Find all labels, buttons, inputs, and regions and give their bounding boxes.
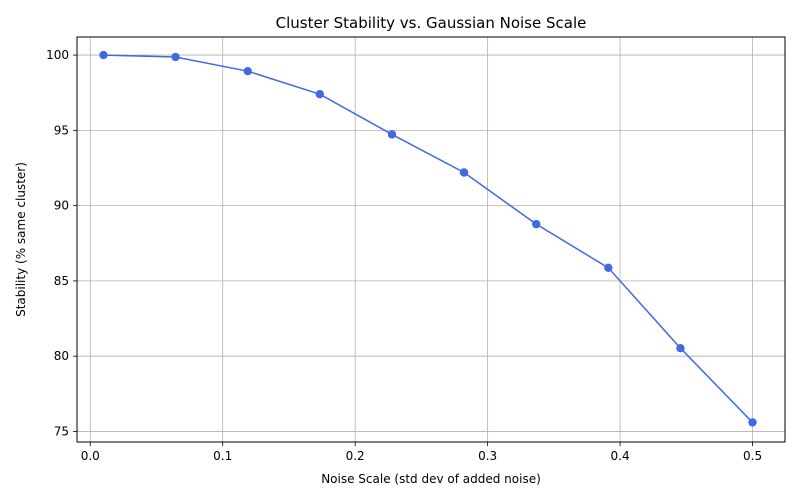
y-tick-label: 80 <box>54 349 69 363</box>
chart-title: Cluster Stability vs. Gaussian Noise Sca… <box>276 14 587 32</box>
x-tick-label: 0.0 <box>81 449 100 463</box>
data-point <box>532 219 541 229</box>
plot-area-frame <box>76 36 786 443</box>
y-tick-label: 90 <box>54 199 69 213</box>
x-axis-title: Noise Scale (std dev of added noise) <box>321 472 541 486</box>
data-point <box>604 263 613 273</box>
y-tick-label: 95 <box>54 123 69 137</box>
grid <box>77 37 785 442</box>
y-tick-label: 100 <box>46 48 69 62</box>
data-point <box>748 418 757 427</box>
series-layer <box>99 50 757 427</box>
x-tick-label: 0.5 <box>743 449 762 463</box>
x-tick-label: 0.2 <box>346 449 365 463</box>
data-point <box>387 130 397 139</box>
y-tick-label: 85 <box>54 274 69 288</box>
data-point <box>99 50 108 60</box>
series-line <box>103 54 754 423</box>
x-tick-label: 0.3 <box>478 449 497 463</box>
x-tick-label: 0.4 <box>611 449 630 463</box>
axis-ticks: 0.0 0.1 0.2 0.3 0.4 0.5 75 80 85 90 95 100 <box>46 48 762 463</box>
x-tick-label: 0.1 <box>213 449 232 463</box>
data-point <box>171 52 180 62</box>
y-tick-label: 75 <box>54 424 69 438</box>
data-point <box>459 168 469 177</box>
data-point <box>676 344 685 353</box>
data-point <box>243 66 252 76</box>
data-point <box>315 90 324 99</box>
y-axis-title: Stability (% same cluster) <box>14 162 28 317</box>
